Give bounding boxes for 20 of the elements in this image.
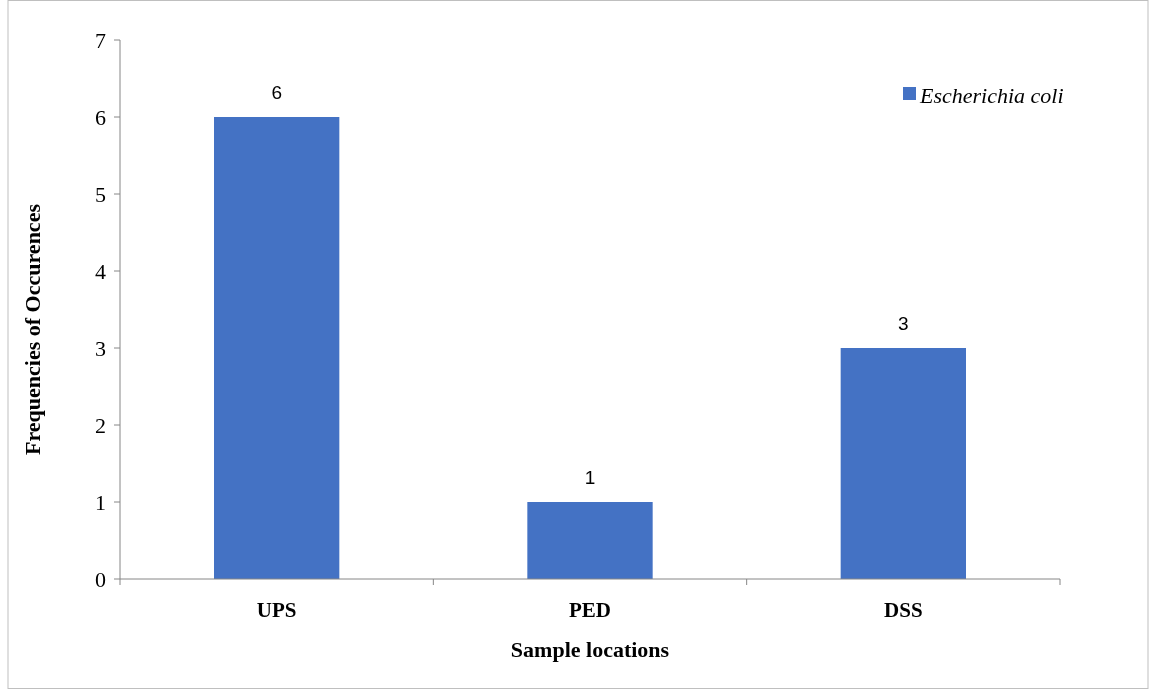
y-tick-label: 5 <box>95 181 106 207</box>
y-axis-title: Frequencies of Occurences <box>20 203 45 455</box>
y-tick-label: 7 <box>95 27 106 53</box>
bar <box>214 117 340 579</box>
y-tick-label: 0 <box>95 566 106 592</box>
data-label: 6 <box>271 82 282 103</box>
data-label: 1 <box>584 467 596 488</box>
y-tick-label: 4 <box>95 258 106 284</box>
y-tick-label: 1 <box>95 489 106 515</box>
x-tick-label: UPS <box>256 598 297 622</box>
legend-label: Escherichia coli <box>919 82 1064 108</box>
bar <box>527 502 653 579</box>
x-axis-title: Sample locations <box>510 637 670 662</box>
y-tick-label: 3 <box>95 335 106 361</box>
y-tick-label: 2 <box>95 412 106 438</box>
y-tick-label: 6 <box>95 104 106 130</box>
x-tick-label: DSS <box>884 598 923 622</box>
bar <box>840 348 966 579</box>
x-tick-label: PED <box>569 598 611 622</box>
data-label: 3 <box>898 313 909 334</box>
